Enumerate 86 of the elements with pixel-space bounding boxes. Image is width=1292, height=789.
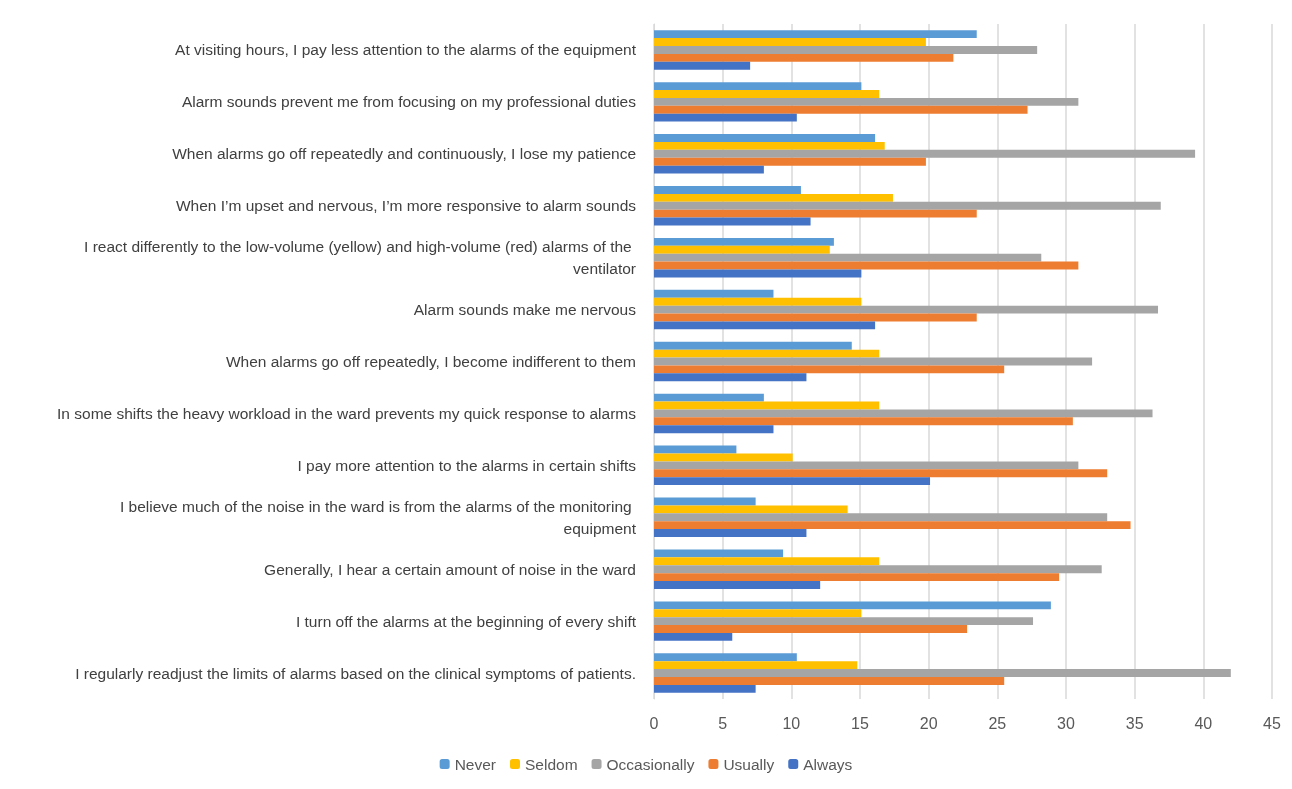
bar: [654, 684, 756, 693]
bar: [654, 97, 1079, 106]
bar: [654, 53, 954, 62]
bar: [654, 373, 807, 382]
y-tick-label: I believe much of the noise in the ward is from the alarms of the monitoring equipment: [119, 497, 637, 537]
y-tick-label: I pay more attention to the alarms in certain shifts: [297, 456, 637, 474]
bar: [654, 469, 1108, 478]
bar: [654, 38, 926, 47]
x-tick-label: 20: [919, 714, 938, 732]
bar: [654, 237, 834, 246]
y-tick-label: When alarms go off repeatedly, I become indifferent to them: [225, 353, 636, 370]
legend-label: Usually: [723, 755, 775, 773]
bar: [654, 676, 1005, 685]
x-tick-label: 25: [988, 714, 1007, 732]
y-tick-label: At visiting hours, I pay less attention to the alarms of the equipment: [175, 41, 637, 59]
y-tick-label: I turn off the alarms at the beginning of every shift: [295, 612, 637, 630]
bar: [654, 513, 1108, 522]
bar: [654, 573, 1060, 582]
bar: [654, 141, 885, 150]
y-tick-label: When alarms go off repeatedly and continuously, I lose my patience: [172, 145, 636, 163]
bar: [654, 653, 797, 662]
bar: [654, 349, 880, 358]
bar: [654, 90, 880, 98]
x-tick-label: 40: [1194, 714, 1213, 732]
bar: [654, 289, 774, 298]
bar: [654, 445, 737, 454]
x-tick-label: 45: [1263, 714, 1281, 732]
x-tick-label: 35: [1125, 714, 1144, 732]
y-tick-label: I regularly readjust the limits of alarms based on the clinical symptoms of patients.: [75, 664, 636, 682]
bar: [654, 505, 848, 514]
bar: [654, 601, 1051, 610]
x-tick-label: 30: [1057, 714, 1075, 732]
bar: [654, 549, 784, 558]
bar: [654, 201, 1161, 210]
bar: [654, 46, 1038, 54]
bar: [654, 305, 1159, 314]
bar: [654, 30, 977, 39]
bar: [654, 253, 1042, 262]
y-tick-label: I react differently to the low-volume (yellow) and high-volume (red) alarms of the ventilator: [84, 238, 636, 278]
bar: [654, 521, 1131, 530]
bar: [654, 209, 977, 218]
bar: [654, 425, 774, 434]
bar: [654, 393, 764, 402]
y-tick-label: When I’m upset and nervous, I’m more responsive to alarm sounds: [175, 197, 637, 215]
bar: [654, 149, 1196, 158]
bar: [654, 581, 821, 589]
bar: [654, 165, 764, 174]
legend-label: Occasionally: [606, 755, 695, 773]
bar: [654, 365, 1005, 374]
bar: [654, 669, 1231, 677]
bar: [654, 186, 801, 194]
bar: [654, 477, 931, 486]
x-tick-label: 0: [649, 714, 659, 732]
bar: [654, 609, 862, 618]
bar: [654, 565, 1102, 574]
legend-label: Always: [803, 755, 853, 773]
bar: [654, 417, 1073, 426]
bar: [654, 661, 858, 670]
bar: [654, 409, 1153, 418]
y-tick-label: Alarm sounds make me nervous: [413, 301, 637, 319]
legend-label: Seldom: [525, 755, 578, 773]
bar: [654, 632, 733, 641]
x-tick-label: 15: [851, 714, 869, 732]
bar: [654, 82, 862, 91]
bar: [654, 105, 1028, 114]
bar: [654, 193, 893, 202]
bar: [654, 617, 1034, 626]
bar: [654, 529, 807, 537]
y-tick-label: Alarm sounds prevent me from focusing on my professional duties: [181, 93, 637, 111]
bar: [654, 297, 862, 306]
x-tick-label: 10: [782, 714, 801, 732]
bar: [654, 157, 926, 166]
bar: [654, 341, 852, 350]
bar: [654, 461, 1079, 470]
legend-label: Never: [454, 755, 497, 773]
y-tick-label: Generally, I hear a certain amount of noise in the ward: [264, 560, 636, 578]
x-tick-label: 5: [718, 714, 728, 732]
bar: [654, 269, 862, 278]
bar: [654, 61, 751, 70]
y-tick-label: In some shifts the heavy workload in the ward prevents my quick response to alarms: [57, 404, 637, 422]
bar: [654, 625, 968, 633]
bar: [654, 557, 880, 566]
bar: [654, 113, 797, 122]
bar: [654, 134, 876, 142]
bar: [654, 245, 830, 254]
bar: [654, 321, 876, 330]
